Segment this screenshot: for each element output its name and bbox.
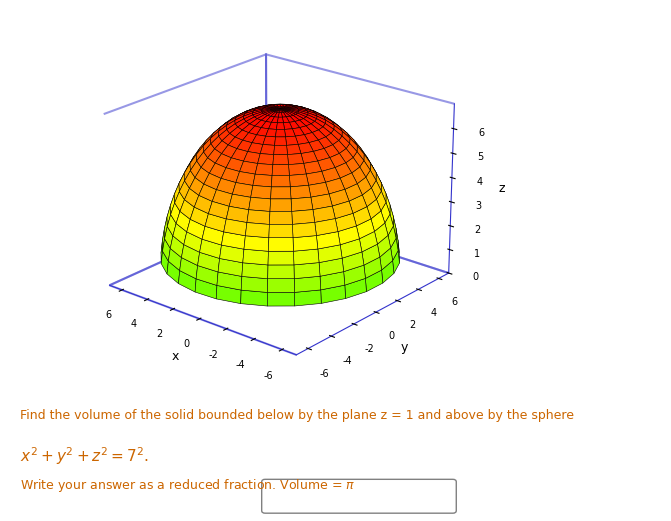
Text: $x^2 + y^2 + z^2 = 7^2$.: $x^2 + y^2 + z^2 = 7^2$. <box>20 445 149 467</box>
Text: Find the volume of the solid bounded below by the plane z = 1 and above by the s: Find the volume of the solid bounded bel… <box>20 409 574 422</box>
Y-axis label: y: y <box>401 341 408 354</box>
Text: Write your answer as a reduced fraction. Volume = $\pi$: Write your answer as a reduced fraction.… <box>20 477 356 494</box>
X-axis label: x: x <box>171 350 178 363</box>
